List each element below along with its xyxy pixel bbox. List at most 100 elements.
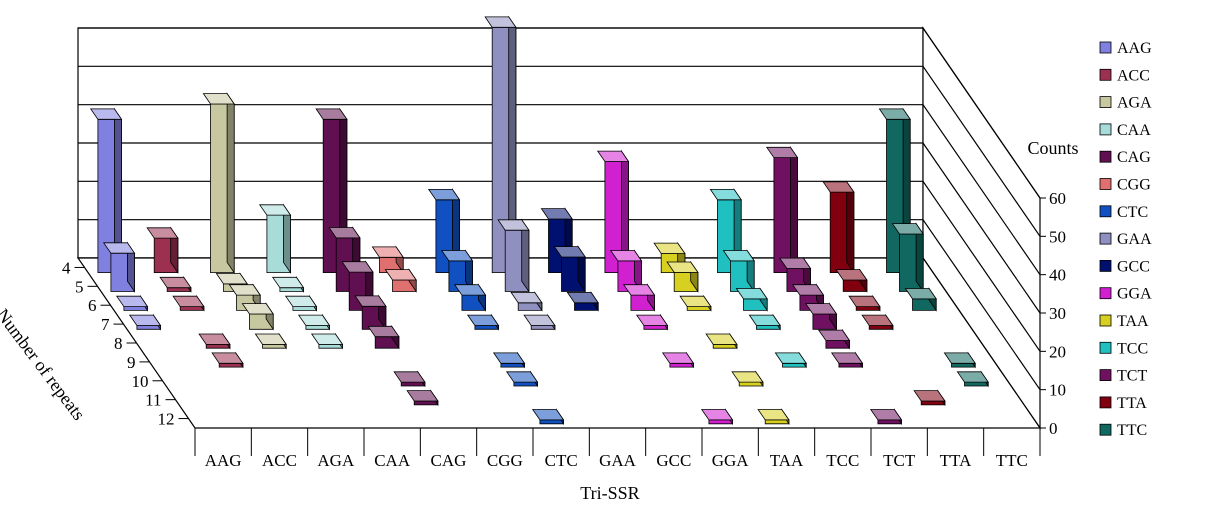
bar-top-face [371, 246, 404, 258]
bar-top-face [440, 250, 474, 262]
bar-front-face [951, 362, 976, 368]
legend-item: ACC [1099, 67, 1150, 84]
bar-ACC-5 [159, 276, 192, 293]
bar-top-face [804, 303, 838, 315]
bar-front-face [855, 306, 881, 311]
depth-axis-title: Number of repeats [0, 305, 89, 424]
bar-CTC-12 [531, 408, 565, 426]
bar-top-face [904, 288, 937, 300]
bar-TCT-8 [817, 328, 851, 350]
legend-label: TAA [1117, 313, 1149, 330]
bar-front-face [708, 419, 733, 425]
bar-GCC-5 [553, 245, 586, 293]
bar-top-face [566, 291, 599, 304]
bar-CTC-7 [466, 313, 500, 331]
bar-front-face [530, 325, 556, 330]
bar-TAA-5 [666, 260, 699, 293]
x-tick-label: AAG [205, 451, 242, 470]
depth-tick-label: 6 [88, 296, 97, 315]
legend-swatch [1099, 96, 1112, 108]
bar-front-face [400, 381, 426, 387]
bar-front-face [738, 381, 764, 387]
legend-item: GCC [1099, 258, 1150, 275]
bar-TCT-7 [804, 302, 838, 331]
bar-top-face [115, 295, 149, 308]
bar-TAA-8 [705, 332, 738, 350]
depth-tick-label: 4 [62, 258, 71, 277]
chart-legend: AAG ACC AGA CAA CAG CGG CTC GAA GCC GGA TAA TCC TCT T… [1099, 40, 1152, 439]
side-gridline [922, 180, 1041, 352]
side-gridline [922, 142, 1041, 314]
bar-AAG-4 [89, 107, 123, 274]
bar-TAA-6 [679, 294, 712, 312]
bar-TCT-12 [869, 408, 903, 426]
legend-swatch [1099, 123, 1112, 136]
bar-top-face [258, 204, 292, 216]
bar-AGA-7 [241, 302, 274, 331]
bar-CAG-8 [367, 325, 400, 350]
bar-front-face [500, 362, 525, 368]
bar-top-face [89, 108, 123, 120]
bar-GGA-5 [609, 249, 643, 293]
legend-swatch [1099, 369, 1112, 382]
legend-item: AAG [1099, 40, 1152, 57]
x-axis-ticks: AAG ACC AGA CAA CAG CGG CTC GAA GCC GGA TAA TCC TCT T… [194, 428, 1041, 470]
bar-front-face [413, 400, 439, 406]
bar-top-face [822, 181, 855, 193]
x-tick-label: TTC [996, 451, 1028, 470]
y-tick-label: 20 [1049, 342, 1066, 361]
bar-top-face [791, 284, 825, 296]
legend-swatch [1099, 423, 1112, 436]
bar-CAG-11 [406, 389, 439, 407]
x-tick-label: GGA [712, 451, 750, 470]
bar-top-face [466, 314, 500, 326]
legend-swatch [1099, 314, 1112, 327]
bar-top-face [198, 333, 231, 345]
legend-label: GGA [1117, 286, 1152, 303]
bar-front-face [305, 325, 330, 330]
side-gridline [922, 65, 1041, 237]
bar-top-face [254, 333, 287, 345]
bar-front-face [964, 381, 989, 387]
bar-top-face [817, 329, 851, 341]
bar-top-face [653, 242, 686, 254]
bar-top-face [510, 291, 543, 304]
legend-item: TTA [1099, 395, 1147, 412]
bar-side-face [790, 146, 798, 274]
bar-front-face [920, 400, 946, 406]
legend-label: CTC [1117, 204, 1148, 221]
bar-top-face [622, 284, 656, 296]
bar-CAA-5 [271, 276, 305, 293]
chart-bars [89, 15, 989, 426]
bar-top-face [146, 227, 179, 239]
y-tick-label: 50 [1049, 227, 1066, 246]
bar-TCT-9 [830, 351, 864, 369]
bar-top-face [384, 269, 417, 281]
bar-top-face [956, 371, 989, 383]
bar-front-face [539, 419, 564, 425]
bar-GAA-5 [497, 218, 530, 293]
legend-swatch [1099, 287, 1112, 300]
legend-item: TAA [1099, 313, 1149, 330]
bar-top-face [497, 219, 530, 231]
side-gridline [922, 104, 1041, 276]
depth-tick-label: 5 [75, 277, 84, 296]
depth-tick-label: 11 [145, 391, 161, 410]
bar-front-face [764, 419, 790, 425]
x-tick-label: ACC [262, 451, 297, 470]
bar-ACC-8 [198, 332, 231, 350]
bar-side-face [226, 92, 235, 274]
bar-CGG-4 [371, 245, 404, 274]
y-tick-label: 10 [1049, 381, 1066, 400]
x-tick-label: CAG [431, 451, 467, 470]
legend-swatch [1099, 150, 1112, 163]
legend-item: CTC [1099, 204, 1148, 221]
bar-CAA-4 [258, 203, 292, 274]
bar-top-face [635, 314, 669, 326]
x-tick-label: TCT [883, 451, 916, 470]
legend-swatch [1099, 396, 1112, 409]
bar-top-face [484, 16, 517, 28]
x-axis-title: Tri-SSR [580, 483, 639, 503]
